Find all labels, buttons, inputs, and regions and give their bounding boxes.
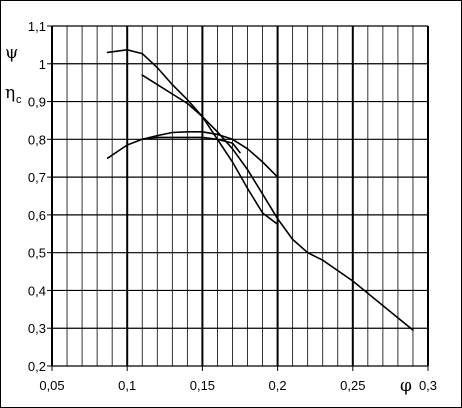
y-tick-label: 0,2 <box>28 359 46 374</box>
x-tick-label: 0,25 <box>340 378 365 393</box>
y-tick-label: 0,6 <box>28 208 46 223</box>
y-axis-label-psi: ψ <box>5 43 18 63</box>
x-axis-label-phi: φ <box>400 376 412 396</box>
series-line-1 <box>106 49 279 226</box>
series <box>106 49 414 331</box>
y-tick-label: 0,7 <box>28 170 46 185</box>
axes <box>47 25 429 371</box>
x-tick-label: 0,2 <box>269 378 287 393</box>
y-tick-label: 1 <box>39 57 46 72</box>
x-tick-label: 0,1 <box>118 378 136 393</box>
series-line-3 <box>106 131 279 178</box>
y-tick-label: 0,9 <box>28 95 46 110</box>
x-tick-label: 0,05 <box>39 378 64 393</box>
series-line-4 <box>141 136 241 154</box>
y-axis-label-eta: η <box>5 83 15 103</box>
x-tick-label: 0,3 <box>419 378 437 393</box>
tick-labels: 0,2 0,3 0,4 0,5 0,6 0,7 0,8 0,9 1 1,1 0,05 0,1 0,15 0… <box>28 19 437 393</box>
y-tick-label: 0,4 <box>28 283 46 298</box>
x-tick-label: 0,15 <box>190 378 215 393</box>
y-tick-label: 1,1 <box>28 19 46 34</box>
grid <box>51 25 429 367</box>
series-line-2 <box>141 74 414 331</box>
y-tick-label: 0,8 <box>28 132 46 147</box>
y-tick-label: 0,5 <box>28 246 46 261</box>
y-tick-label: 0,3 <box>28 321 46 336</box>
y-axis-label-eta-subscript: c <box>16 94 22 106</box>
